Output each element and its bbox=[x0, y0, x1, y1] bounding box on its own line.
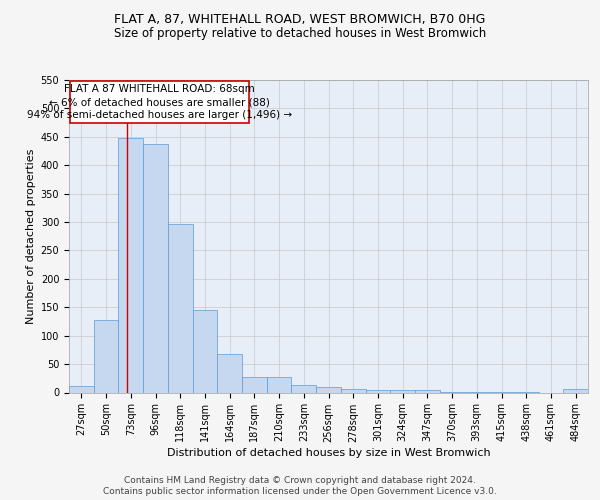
Text: Contains HM Land Registry data © Crown copyright and database right 2024.: Contains HM Land Registry data © Crown c… bbox=[124, 476, 476, 485]
Text: FLAT A, 87, WHITEHALL ROAD, WEST BROMWICH, B70 0HG: FLAT A, 87, WHITEHALL ROAD, WEST BROMWIC… bbox=[115, 12, 485, 26]
Text: FLAT A 87 WHITEHALL ROAD: 68sqm: FLAT A 87 WHITEHALL ROAD: 68sqm bbox=[64, 84, 255, 94]
Bar bbox=[69, 386, 94, 392]
Bar bbox=[292, 385, 316, 392]
Text: Contains public sector information licensed under the Open Government Licence v3: Contains public sector information licen… bbox=[103, 488, 497, 496]
Bar bbox=[70, 81, 250, 123]
Bar bbox=[94, 320, 118, 392]
Bar bbox=[242, 377, 267, 392]
Bar bbox=[143, 144, 168, 392]
Bar bbox=[267, 377, 292, 392]
Bar bbox=[563, 389, 588, 392]
Bar bbox=[118, 138, 143, 392]
Text: Size of property relative to detached houses in West Bromwich: Size of property relative to detached ho… bbox=[114, 28, 486, 40]
Text: Distribution of detached houses by size in West Bromwich: Distribution of detached houses by size … bbox=[167, 448, 491, 458]
Bar bbox=[193, 310, 217, 392]
Text: ← 6% of detached houses are smaller (88): ← 6% of detached houses are smaller (88) bbox=[49, 97, 270, 107]
Bar bbox=[415, 390, 440, 392]
Bar bbox=[390, 390, 415, 392]
Y-axis label: Number of detached properties: Number of detached properties bbox=[26, 148, 37, 324]
Bar bbox=[217, 354, 242, 393]
Bar bbox=[341, 389, 365, 392]
Text: 94% of semi-detached houses are larger (1,496) →: 94% of semi-detached houses are larger (… bbox=[27, 110, 292, 120]
Bar bbox=[365, 390, 390, 392]
Bar bbox=[168, 224, 193, 392]
Bar bbox=[316, 388, 341, 392]
